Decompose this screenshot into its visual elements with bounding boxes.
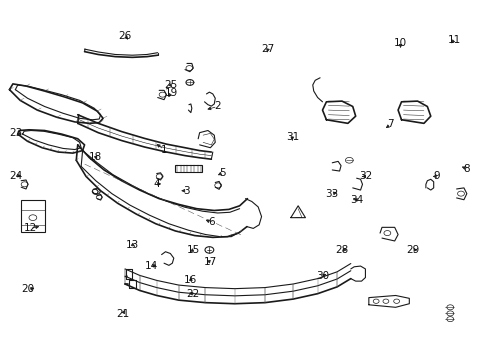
Text: 29: 29 <box>405 245 419 255</box>
Text: 28: 28 <box>335 245 348 255</box>
Text: 14: 14 <box>145 261 158 271</box>
Text: 26: 26 <box>118 31 131 41</box>
Text: 33: 33 <box>325 189 338 199</box>
Text: 18: 18 <box>89 152 102 162</box>
Text: 27: 27 <box>261 44 274 54</box>
Text: 15: 15 <box>186 245 200 255</box>
Text: 13: 13 <box>125 239 139 249</box>
Text: 9: 9 <box>433 171 440 181</box>
Text: 20: 20 <box>21 284 34 294</box>
Text: 5: 5 <box>219 168 225 178</box>
Text: 6: 6 <box>207 217 214 227</box>
Text: 21: 21 <box>116 310 129 319</box>
Text: 31: 31 <box>285 132 298 142</box>
Text: 34: 34 <box>349 195 363 205</box>
Text: 19: 19 <box>164 88 178 98</box>
Text: 8: 8 <box>462 163 468 174</box>
Text: 22: 22 <box>186 289 200 299</box>
Text: 2: 2 <box>214 102 221 112</box>
Text: 32: 32 <box>358 171 371 181</box>
Text: 30: 30 <box>315 271 328 281</box>
Text: 25: 25 <box>163 80 177 90</box>
Text: 12: 12 <box>23 224 37 233</box>
Text: 10: 10 <box>393 38 407 48</box>
Text: 11: 11 <box>447 35 460 45</box>
Text: 17: 17 <box>203 257 217 267</box>
Text: 24: 24 <box>10 171 23 181</box>
Text: 4: 4 <box>153 179 160 189</box>
Text: 7: 7 <box>386 120 393 129</box>
Text: 23: 23 <box>10 128 23 138</box>
Text: 3: 3 <box>183 186 189 196</box>
Text: 16: 16 <box>184 275 197 285</box>
Text: 1: 1 <box>161 144 167 154</box>
